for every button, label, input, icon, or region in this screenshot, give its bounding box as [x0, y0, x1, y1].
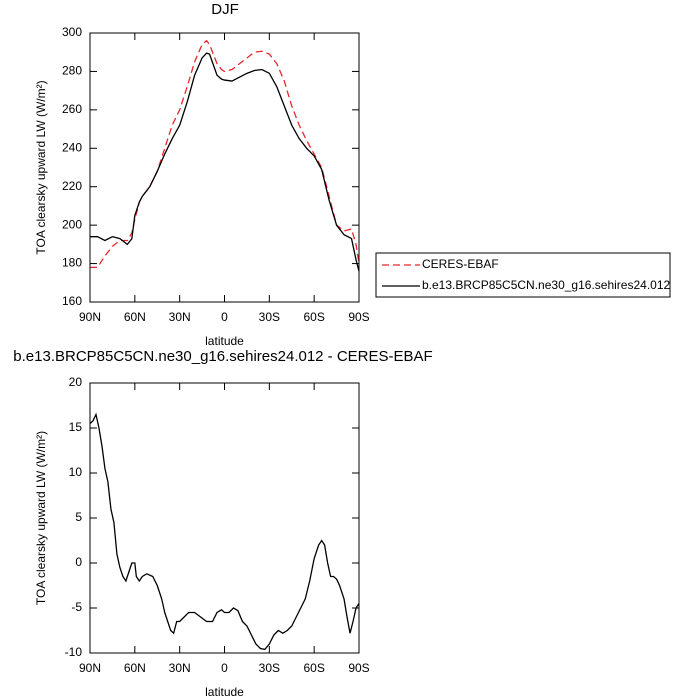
y-axis-label: TOA clearsky upward LW (W/m²)	[34, 80, 48, 254]
chart-title: b.e13.BRCP85C5CN.ne30_g16.sehires24.012 …	[13, 348, 432, 365]
chart-title: DJF	[211, 1, 239, 18]
y-tick-label: -10	[65, 645, 83, 659]
x-tick-label: 60N	[124, 310, 146, 324]
y-tick-label: 220	[62, 179, 82, 193]
x-tick-label: 60S	[303, 310, 324, 324]
y-tick-label: 160	[62, 294, 82, 308]
x-tick-label: 0	[221, 661, 228, 675]
y-tick-label: 5	[75, 510, 82, 524]
y-tick-label: 180	[62, 256, 82, 270]
y-tick-label: 280	[62, 64, 82, 78]
y-tick-label: -5	[71, 600, 82, 614]
x-tick-label: 90N	[79, 310, 101, 324]
y-tick-label: 260	[62, 102, 82, 116]
y-tick-label: 20	[69, 375, 83, 389]
x-tick-label: 60S	[303, 661, 324, 675]
x-axis-label: latitude	[205, 334, 244, 348]
plot-frame	[89, 32, 360, 303]
legend-box	[375, 252, 671, 298]
y-tick-label: 200	[62, 217, 82, 231]
y-tick-label: 15	[69, 420, 83, 434]
legend-label: b.e13.BRCP85C5CN.ne30_g16.sehires24.012	[422, 278, 670, 292]
y-tick-label: 10	[69, 465, 83, 479]
plot-frame	[89, 382, 360, 654]
x-tick-label: 90S	[348, 661, 369, 675]
x-tick-label: 30N	[169, 661, 191, 675]
x-tick-label: 60N	[124, 661, 146, 675]
x-tick-label: 90N	[79, 661, 101, 675]
x-tick-label: 30S	[259, 310, 280, 324]
data-line	[89, 412, 360, 651]
x-tick-label: 0	[221, 310, 228, 324]
y-tick-label: 240	[62, 140, 82, 154]
y-tick-label: 300	[62, 25, 82, 39]
x-axis-label: latitude	[205, 685, 244, 699]
x-tick-label: 90S	[348, 310, 369, 324]
x-tick-label: 30N	[169, 310, 191, 324]
y-tick-label: 0	[75, 555, 82, 569]
x-tick-label: 30S	[259, 661, 280, 675]
data-line	[90, 52, 360, 272]
legend-label: CERES-EBAF	[422, 257, 499, 271]
data-line	[90, 39, 360, 269]
y-axis-label: TOA clearsky upward LW (W/m²)	[34, 431, 48, 605]
